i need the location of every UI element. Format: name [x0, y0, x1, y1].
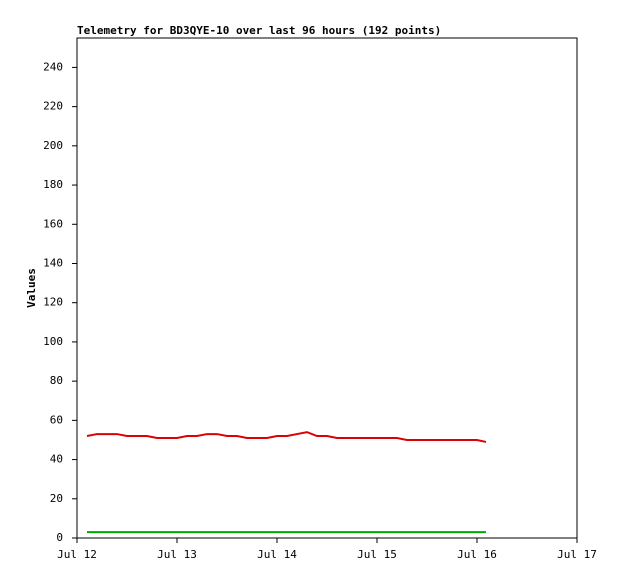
y-tick-label: 20 — [50, 492, 63, 505]
x-tick-label: Jul 13 — [157, 548, 197, 561]
y-tick-label: 60 — [50, 413, 63, 426]
series-line — [86, 431, 487, 443]
x-tick-label: Jul 15 — [357, 548, 397, 561]
y-tick-label: 240 — [43, 60, 63, 73]
x-tick-label: Jul 17 — [557, 548, 597, 561]
x-tick-label: Jul 16 — [457, 548, 497, 561]
y-axis-label: Values — [25, 268, 38, 308]
chart-title: Telemetry for BD3QYE-10 over last 96 hou… — [77, 24, 441, 37]
y-tick-label: 80 — [50, 374, 63, 387]
plot-frame — [76, 37, 578, 539]
y-tick-label: 140 — [43, 256, 63, 269]
y-tick-label: 120 — [43, 296, 63, 309]
y-tick-label: 160 — [43, 217, 63, 230]
y-tick-label: 40 — [50, 453, 63, 466]
y-tick-label: 200 — [43, 139, 63, 152]
x-tick-label: Jul 12 — [57, 548, 97, 561]
y-tick-label: 100 — [43, 335, 63, 348]
y-tick-label: 180 — [43, 178, 63, 191]
x-tick-label: Jul 14 — [257, 548, 297, 561]
y-tick-label: 220 — [43, 100, 63, 113]
y-tick-label: 0 — [56, 531, 63, 544]
